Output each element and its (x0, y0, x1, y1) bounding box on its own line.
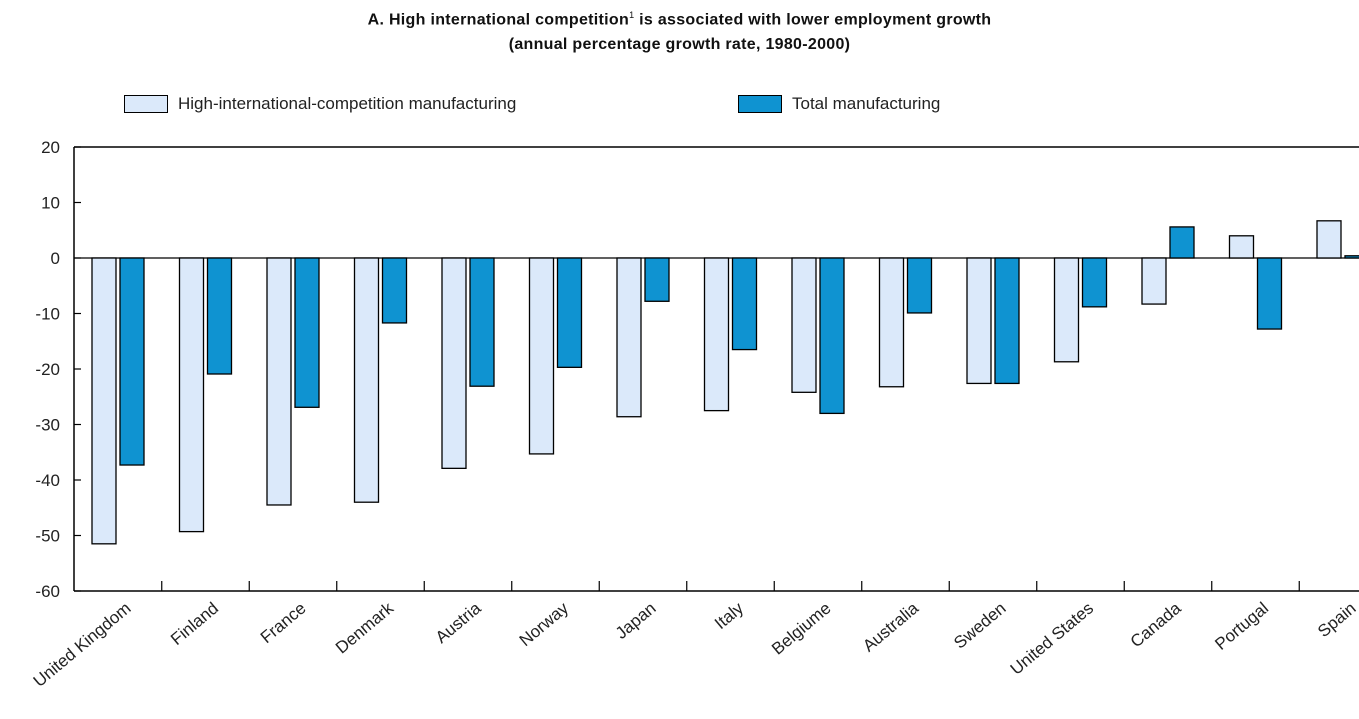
legend-label-high-competition: High-international-competition manufactu… (178, 94, 517, 113)
y-tick-label: -20 (35, 360, 60, 379)
bar-high-competition (703, 257, 730, 412)
bar-total-manufacturing (906, 257, 933, 314)
bar-high-competition (178, 257, 205, 533)
x-category-label: Sweden (950, 599, 1009, 653)
bar-high-competition (1053, 257, 1080, 363)
bar-high-competition (528, 257, 555, 455)
bar-total-manufacturing (1256, 257, 1283, 330)
chart-subtitle: (annual percentage growth rate, 1980-200… (508, 36, 851, 53)
y-tick-label: -50 (35, 527, 60, 546)
x-category-label: Japan (612, 599, 660, 643)
legend-swatch-total (738, 95, 782, 113)
y-tick-label: 20 (41, 138, 60, 157)
bar-total-manufacturing (731, 257, 758, 351)
x-category-label: Belgiume (768, 599, 835, 659)
x-category-label: Denmark (332, 598, 397, 657)
y-tick-label: -60 (35, 582, 60, 601)
x-category-label: Spain (1314, 599, 1359, 642)
bar-total-manufacturing (994, 257, 1020, 385)
bar-high-competition (966, 257, 992, 385)
y-tick-label: 0 (51, 249, 60, 268)
bar-total-manufacturing (381, 257, 408, 324)
bar-total-manufacturing (1169, 226, 1195, 259)
x-category-label: United States (1007, 599, 1097, 679)
bar-total-manufacturing (819, 257, 845, 415)
y-tick-label: 10 (41, 194, 60, 213)
legend-item-total: Total manufacturing (738, 94, 940, 114)
y-tick-label: -40 (35, 471, 60, 490)
bar-high-competition (791, 257, 817, 393)
bar-high-competition (1141, 257, 1167, 305)
bar-high-competition (1316, 220, 1342, 259)
bar-high-competition (1228, 235, 1255, 259)
x-category-label: Canada (1127, 598, 1185, 651)
bar-high-competition (353, 257, 380, 503)
bar-high-competition (441, 257, 467, 469)
bar-high-competition (91, 257, 117, 545)
x-category-label: Norway (516, 598, 573, 650)
legend-label-total: Total manufacturing (792, 94, 941, 113)
y-tick-label: -10 (35, 305, 60, 324)
bar-total-manufacturing (469, 257, 495, 387)
chart-title: A. High international competition1 is as… (367, 10, 992, 29)
bar-total-manufacturing (119, 257, 145, 466)
bar-total-manufacturing (1344, 255, 1359, 259)
bar-total-manufacturing (1081, 257, 1108, 308)
bar-total-manufacturing (556, 257, 583, 368)
bar-high-competition (616, 257, 642, 418)
bar-total-manufacturing (206, 257, 233, 375)
bar-total-manufacturing (644, 257, 670, 302)
x-category-label: Australia (859, 598, 922, 655)
x-category-label: Portugal (1211, 599, 1272, 654)
legend-item-high-competition: High-international-competition manufactu… (124, 94, 516, 114)
bar-total-manufacturing (294, 257, 320, 408)
x-category-label: Italy (711, 598, 747, 633)
bar-high-competition (266, 257, 292, 506)
x-category-label: Finland (167, 599, 222, 649)
bar-high-competition (878, 257, 905, 388)
x-category-label: France (257, 599, 310, 648)
x-category-label: Austria (432, 598, 485, 647)
y-tick-label: -30 (35, 416, 60, 435)
legend-swatch-high-competition (124, 95, 168, 113)
x-category-label: United Kingdom (30, 599, 135, 691)
